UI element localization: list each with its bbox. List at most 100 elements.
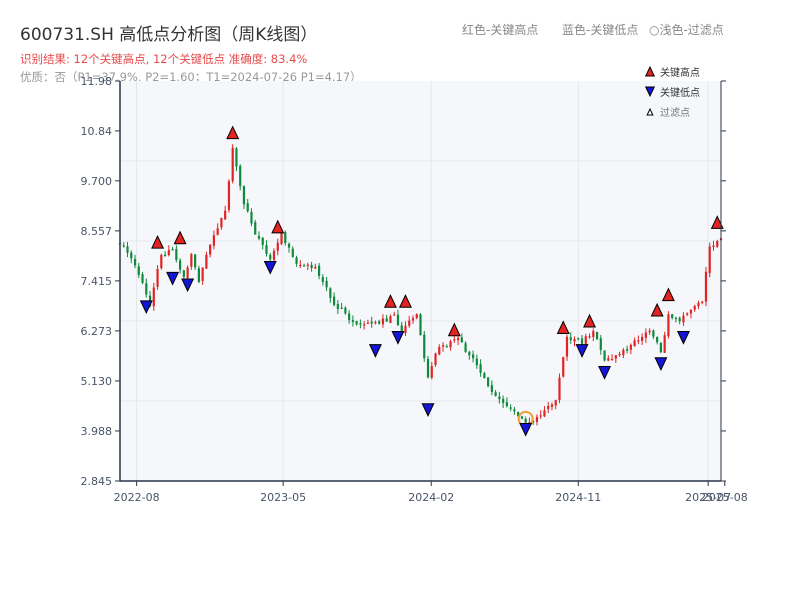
candle-down <box>595 331 599 340</box>
candle-up <box>231 147 234 182</box>
candle-up <box>607 358 610 361</box>
candle-up <box>411 318 415 321</box>
candle-down <box>400 325 403 333</box>
candle-up <box>550 404 554 407</box>
candle-up <box>716 241 719 247</box>
y-tick-label: 6.273 <box>81 325 113 338</box>
candle-down <box>336 303 339 309</box>
candle-down <box>269 254 272 260</box>
candle-down <box>141 274 144 283</box>
candle-down <box>197 268 200 282</box>
candle-up <box>449 341 452 348</box>
candle-up <box>441 345 445 347</box>
candle-up <box>712 245 715 248</box>
candle-down <box>520 416 524 419</box>
candle-up <box>363 324 366 326</box>
candle-up <box>186 267 189 278</box>
candle-up <box>306 264 309 266</box>
y-tick-label: 9.700 <box>81 175 113 188</box>
candle-up <box>689 309 693 314</box>
candle-up <box>697 302 700 307</box>
key-low-marker <box>391 331 405 345</box>
legend-label: 关键高点 <box>660 66 700 79</box>
candle-up <box>276 242 279 251</box>
candle-down <box>490 385 493 392</box>
x-tick-label: 2022-08 <box>114 491 160 504</box>
candle-down <box>254 222 257 235</box>
candle-up <box>430 366 433 378</box>
candle-up <box>408 320 411 326</box>
candle-down <box>487 377 490 387</box>
candle-up <box>456 337 460 341</box>
key-low-marker <box>368 344 382 358</box>
candle-up <box>693 306 696 310</box>
candle-down <box>242 186 246 205</box>
candle-up <box>633 340 636 347</box>
candle-down <box>329 288 332 298</box>
chart-title: 600731.SH 高低点分析图（周K线图） <box>20 25 318 45</box>
candle-up <box>205 254 208 269</box>
result-summary: 识别结果: 12个关键高点, 12个关键低点 准确度: 83.4% <box>20 52 308 66</box>
candle-up <box>220 218 223 228</box>
candle-up <box>404 325 407 334</box>
legend-key-high-marker <box>644 65 656 77</box>
key-high-marker <box>398 294 412 308</box>
candle-down <box>494 392 497 396</box>
candle-down <box>261 237 264 245</box>
candle-down <box>370 321 373 324</box>
key-low-marker <box>598 366 612 380</box>
candle-up <box>701 301 704 303</box>
legend-label: 关键低点 <box>660 86 700 99</box>
candle-down <box>671 314 674 318</box>
candle-up <box>366 322 370 325</box>
x-tick-label: 2025-08 <box>702 491 748 504</box>
candle-down <box>235 148 238 167</box>
candle-up <box>434 353 437 365</box>
x-tick-label: 2023-05 <box>260 491 306 504</box>
candle-down <box>378 321 381 324</box>
y-tick-label: 10.84 <box>81 125 113 138</box>
candle-up <box>565 336 569 357</box>
key-high-marker <box>383 294 397 308</box>
candle-up <box>381 318 385 325</box>
candle-up <box>224 210 227 220</box>
candle-down <box>333 296 336 305</box>
candle-up <box>190 254 193 267</box>
candle-up <box>629 344 632 350</box>
key-low-marker <box>139 300 153 315</box>
candle-down <box>182 270 185 277</box>
legend-filtered-label: ○浅色-过滤点 <box>649 23 724 37</box>
candle-up <box>663 335 666 353</box>
candle-up <box>547 405 550 410</box>
key-high-marker <box>151 234 165 249</box>
candle-up <box>415 314 418 319</box>
candle-down <box>171 249 174 251</box>
candle-down <box>396 314 400 326</box>
candle-up <box>637 340 640 342</box>
key-high-marker <box>661 287 675 302</box>
candle-down <box>359 323 362 325</box>
candle-down <box>580 338 584 344</box>
candle-down <box>524 418 527 423</box>
candle-down <box>423 334 426 359</box>
candle-down <box>310 264 313 269</box>
candle-up <box>704 271 708 302</box>
candle-down <box>464 343 467 352</box>
candle-down <box>130 252 133 259</box>
y-tick-label: 2.845 <box>81 475 113 488</box>
y-tick-label: 7.415 <box>81 275 113 288</box>
y-tick-label: 11.98 <box>81 75 113 88</box>
candle-down <box>246 203 249 212</box>
candle-down <box>659 342 662 353</box>
candle-down <box>460 337 463 343</box>
key-high-marker <box>226 125 240 140</box>
candle-up <box>610 358 614 361</box>
key-low-marker <box>654 357 668 371</box>
candle-up <box>535 417 539 422</box>
legend-key-low-marker <box>644 86 656 98</box>
legend-label: 过滤点 <box>660 106 690 119</box>
quality-note: 优质：否（P1=37.9%, P2=1.60；T1=2024-07-26 P1=… <box>20 70 362 84</box>
candle-up <box>573 339 576 342</box>
candle-up <box>209 244 212 255</box>
